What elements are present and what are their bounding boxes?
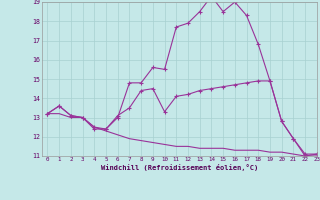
X-axis label: Windchill (Refroidissement éolien,°C): Windchill (Refroidissement éolien,°C): [100, 164, 258, 171]
